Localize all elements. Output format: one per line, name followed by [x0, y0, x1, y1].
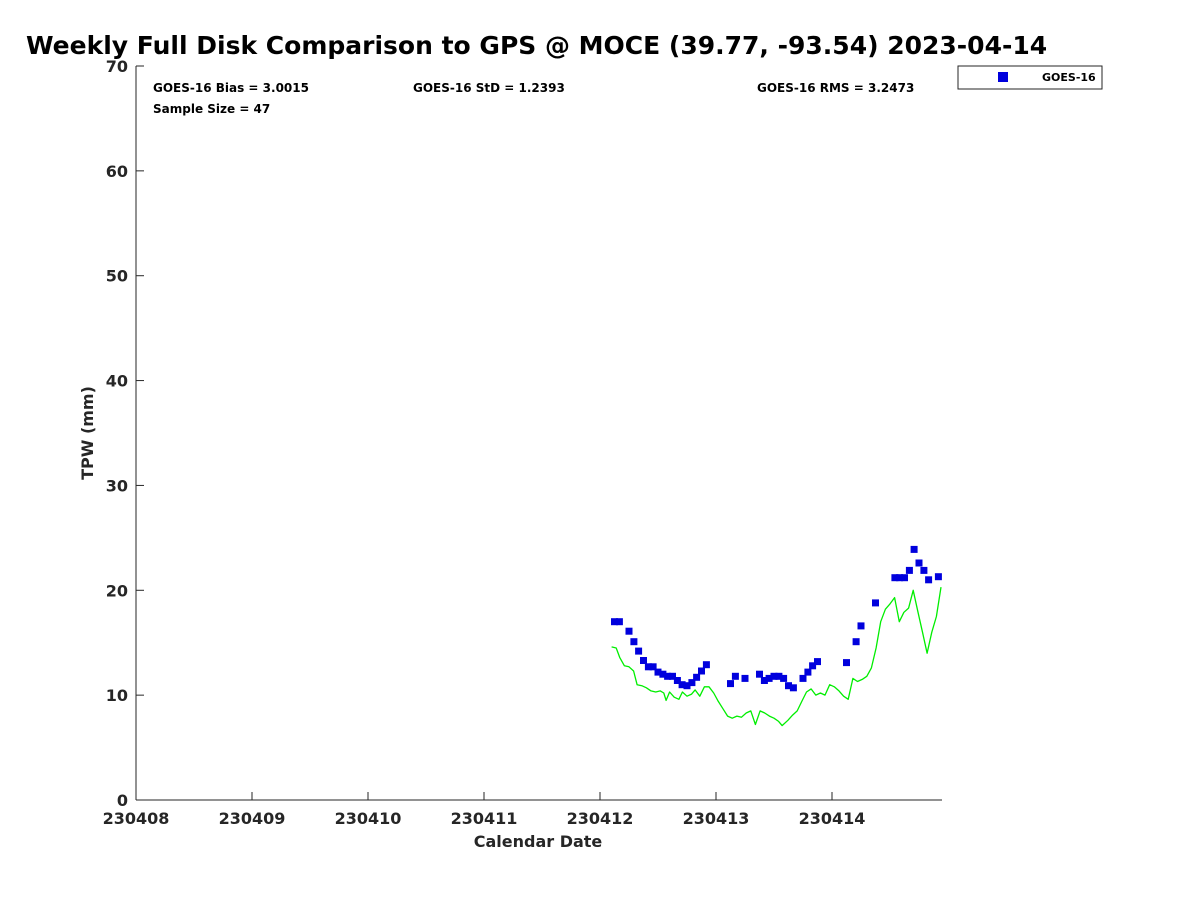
goes16-point	[678, 681, 686, 689]
goes16-point	[901, 574, 908, 582]
gps-series-line	[611, 586, 942, 727]
y-tick-label: 20	[106, 581, 128, 600]
goes16-point	[615, 618, 623, 626]
y-tick-label: 70	[106, 57, 128, 76]
y-axis-label: TPW (mm)	[78, 386, 97, 480]
x-axis-ticks: 230408 230409 230410 230411 230412 230413 2304…	[103, 792, 866, 828]
x-tick-label: 230408	[103, 809, 170, 828]
goes16-point	[910, 545, 918, 553]
goes16-point	[765, 674, 773, 682]
y-tick-label: 50	[106, 267, 128, 286]
goes16-point	[891, 574, 899, 582]
std-stat: GOES-16 StD = 1.2393	[413, 81, 565, 95]
y-tick-label: 0	[117, 791, 128, 810]
y-tick-label: 30	[106, 476, 128, 495]
goes16-point	[688, 679, 696, 687]
goes16-point	[905, 566, 913, 574]
goes16-point	[611, 618, 618, 626]
goes16-point	[852, 638, 860, 646]
goes16-point	[809, 662, 817, 670]
goes16-point	[673, 677, 681, 684]
legend: GOES-16	[957, 65, 1103, 90]
goes16-point	[640, 657, 647, 664]
data-series	[611, 545, 942, 727]
goes16-point	[915, 559, 923, 567]
x-tick-label: 230412	[567, 809, 634, 828]
goes16-point	[920, 566, 928, 574]
goes16-point	[843, 659, 850, 667]
goes16-point	[654, 668, 662, 676]
legend-box	[957, 65, 1103, 90]
chart-title: Weekly Full Disk Comparison to GPS @ MOC…	[26, 31, 1047, 60]
goes16-point	[649, 663, 657, 671]
bias-stat: GOES-16 Bias = 3.0015	[153, 81, 309, 95]
rms-stat: GOES-16 RMS = 3.2473	[757, 81, 914, 95]
goes16-point	[872, 599, 879, 607]
goes16-point	[664, 672, 672, 680]
x-tick-label: 230409	[219, 809, 286, 828]
goes16-point	[693, 673, 701, 681]
goes16-point	[814, 658, 821, 666]
y-axis-ticks: 0 10 20 30 40 50 60 70	[106, 57, 144, 810]
x-tick-label: 230414	[799, 809, 866, 828]
sample-size-stat: Sample Size = 47	[153, 102, 270, 116]
goes16-point	[669, 672, 676, 680]
x-tick-label: 230411	[451, 809, 518, 828]
goes16-point	[785, 682, 792, 690]
goes16-point	[934, 573, 942, 581]
goes16-point	[727, 680, 734, 688]
goes16-point	[741, 674, 749, 682]
goes16-point	[625, 627, 633, 635]
x-tick-label: 230413	[683, 809, 750, 828]
goes16-point	[770, 672, 778, 680]
x-axis-label: Calendar Date	[474, 832, 603, 851]
x-tick-label: 230410	[335, 809, 402, 828]
goes16-point	[683, 682, 691, 690]
goes16-point	[896, 574, 904, 582]
goes16-point	[630, 638, 638, 646]
goes16-point	[756, 670, 763, 678]
goes16-point	[731, 672, 739, 680]
goes16-point	[789, 684, 797, 692]
goes16-point	[644, 663, 652, 671]
plot-area	[136, 66, 942, 800]
goes16-point	[702, 661, 710, 669]
y-tick-label: 10	[106, 686, 128, 705]
goes16-point	[925, 576, 933, 584]
goes16-point	[760, 677, 768, 684]
goes16-point	[799, 674, 807, 682]
goes16-point	[635, 647, 643, 655]
goes16-point	[698, 667, 705, 675]
goes16-point	[804, 668, 812, 676]
goes16-point	[775, 672, 783, 680]
goes16-point	[659, 670, 667, 678]
goes16-point	[780, 674, 788, 682]
legend-label: GOES-16	[1042, 71, 1096, 84]
goes16-point	[857, 622, 865, 630]
y-tick-label: 60	[106, 162, 128, 181]
legend-marker	[998, 72, 1008, 82]
y-tick-label: 40	[106, 372, 128, 391]
